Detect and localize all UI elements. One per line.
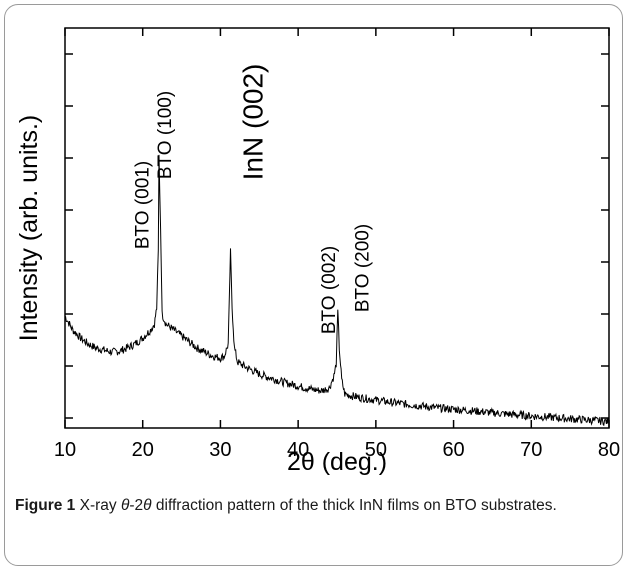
x-tick-label: 30 bbox=[209, 439, 231, 461]
theta-symbol-1: θ bbox=[120, 497, 130, 514]
figure-label: Figure 1 bbox=[15, 497, 76, 514]
x-tick-label: 10 bbox=[54, 439, 76, 461]
x-tick-label: 60 bbox=[442, 439, 464, 461]
series-line bbox=[64, 154, 610, 427]
figure-caption: Figure 1 X-ray θ-2θ diffraction pattern … bbox=[15, 495, 613, 517]
x-tick-label: 50 bbox=[365, 439, 387, 461]
xrd-chart: 10 20 30 40 50 60 70 80 BTO (001)BTO (100) InN (… bbox=[15, 27, 620, 476]
x-tick-label: 40 bbox=[287, 439, 309, 461]
caption-text-1: X-ray bbox=[75, 497, 121, 514]
x-tick-label: 70 bbox=[520, 439, 542, 461]
peak-label: BTO (002) bbox=[319, 246, 340, 334]
peak-annotations: BTO (001)BTO (100) InN (002) BTO (002) BTO … bbox=[132, 64, 373, 335]
x-ticks bbox=[64, 28, 610, 428]
y-ticks bbox=[65, 53, 609, 419]
caption-dash-two: -2 bbox=[129, 497, 144, 514]
peak-label: BTO (200) bbox=[352, 224, 373, 312]
x-tick-label: 20 bbox=[132, 439, 154, 461]
figure-frame bbox=[4, 4, 623, 566]
x-tick-labels: 10 20 30 40 50 60 70 80 bbox=[54, 439, 620, 461]
theta-symbol-2: θ bbox=[143, 497, 152, 514]
peak-label: BTO (001) bbox=[132, 161, 153, 249]
peak-label: InN (002) bbox=[238, 64, 269, 181]
y-axis-label: Intensity (arb. units.) bbox=[15, 115, 43, 341]
peak-label: BTO (100) bbox=[155, 91, 176, 179]
x-axis-label: 2θ (deg.) bbox=[287, 448, 387, 476]
caption-text-2: diffraction pattern of the thick InN fil… bbox=[151, 497, 557, 514]
x-tick-label: 80 bbox=[598, 439, 620, 461]
plot-area bbox=[64, 27, 610, 429]
